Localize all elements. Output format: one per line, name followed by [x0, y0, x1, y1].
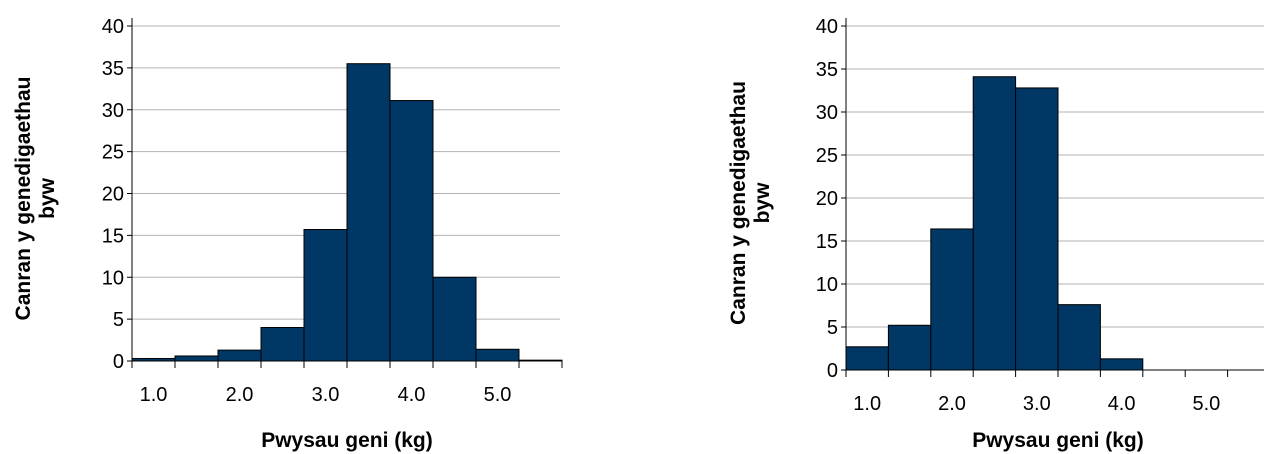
histogram-bar [972, 76, 1017, 371]
x-tick-label: 2.0 [226, 384, 254, 406]
y-tick-label: 25 [102, 142, 124, 164]
y-axis-title: Canran y genedigaethaubyw [727, 81, 774, 325]
y-tick-label: 10 [102, 267, 124, 289]
y-axis-title: Canran y genedigaethaubyw [12, 77, 59, 321]
y-tick-label: 35 [102, 58, 124, 80]
x-axis-title: Pwysau geni (kg) [972, 429, 1144, 452]
y-tick-label: 40 [816, 16, 838, 38]
histogram-bar [346, 63, 391, 362]
y-tick-label: 35 [816, 59, 838, 81]
y-tick-label: 40 [102, 16, 124, 38]
histogram-left: 0 5 10 15 20 25 30 35 40 1.0 2.0 3.0 4.0 5.0 Pwysau ge… [12, 16, 563, 452]
y-tick-label: 10 [816, 274, 838, 296]
histogram-bar [930, 228, 974, 371]
histogram-bar [887, 324, 932, 371]
histogram-bar [217, 349, 262, 362]
x-tick-label: 3.0 [1023, 393, 1051, 415]
x-tick-label: 4.0 [398, 384, 426, 406]
histogram-bar [174, 355, 219, 362]
histogram-bar [845, 346, 889, 371]
y-tick-label: 5 [827, 317, 838, 339]
histogram-bar [1099, 358, 1144, 371]
histogram-bar [432, 276, 477, 362]
histogram-right: 0 5 10 15 20 25 30 35 40 1.0 2.0 3.0 4.0 5.0 Pwysau ge… [727, 16, 1264, 452]
x-tick-label: 3.0 [312, 384, 340, 406]
y-tick-label: 5 [113, 309, 124, 331]
x-tick-label: 1.0 [853, 393, 881, 415]
histogram-bar [389, 100, 434, 362]
histogram-bar [1015, 87, 1059, 371]
y-tick-label: 15 [102, 225, 124, 247]
x-tick-label: 2.0 [938, 393, 966, 415]
y-tick-label: 20 [816, 188, 838, 210]
histogram-bar [303, 229, 348, 362]
y-tick-label: 0 [827, 360, 838, 382]
y-axis-title-line: Canran y genedigaethau [12, 77, 35, 321]
x-tick-label: 1.0 [140, 384, 168, 406]
y-tick-label: 0 [113, 351, 124, 373]
x-tick-label: 5.0 [484, 384, 512, 406]
y-axis-title-line: byw [36, 177, 59, 219]
y-tick-label: 30 [816, 102, 838, 124]
x-tick-label: 4.0 [1108, 393, 1136, 415]
x-tick-label: 5.0 [1192, 393, 1220, 415]
histogram-bar [1057, 304, 1101, 371]
y-tick-label: 30 [102, 100, 124, 122]
y-axis-title-line: Canran y genedigaethau [727, 81, 750, 325]
histogram-bar [475, 348, 520, 362]
y-tick-label: 20 [102, 184, 124, 206]
histogram-bar [260, 327, 305, 362]
x-axis-title: Pwysau geni (kg) [261, 429, 433, 452]
y-tick-label: 25 [816, 145, 838, 167]
y-tick-label: 15 [816, 231, 838, 253]
y-axis-title-line: byw [751, 182, 774, 224]
